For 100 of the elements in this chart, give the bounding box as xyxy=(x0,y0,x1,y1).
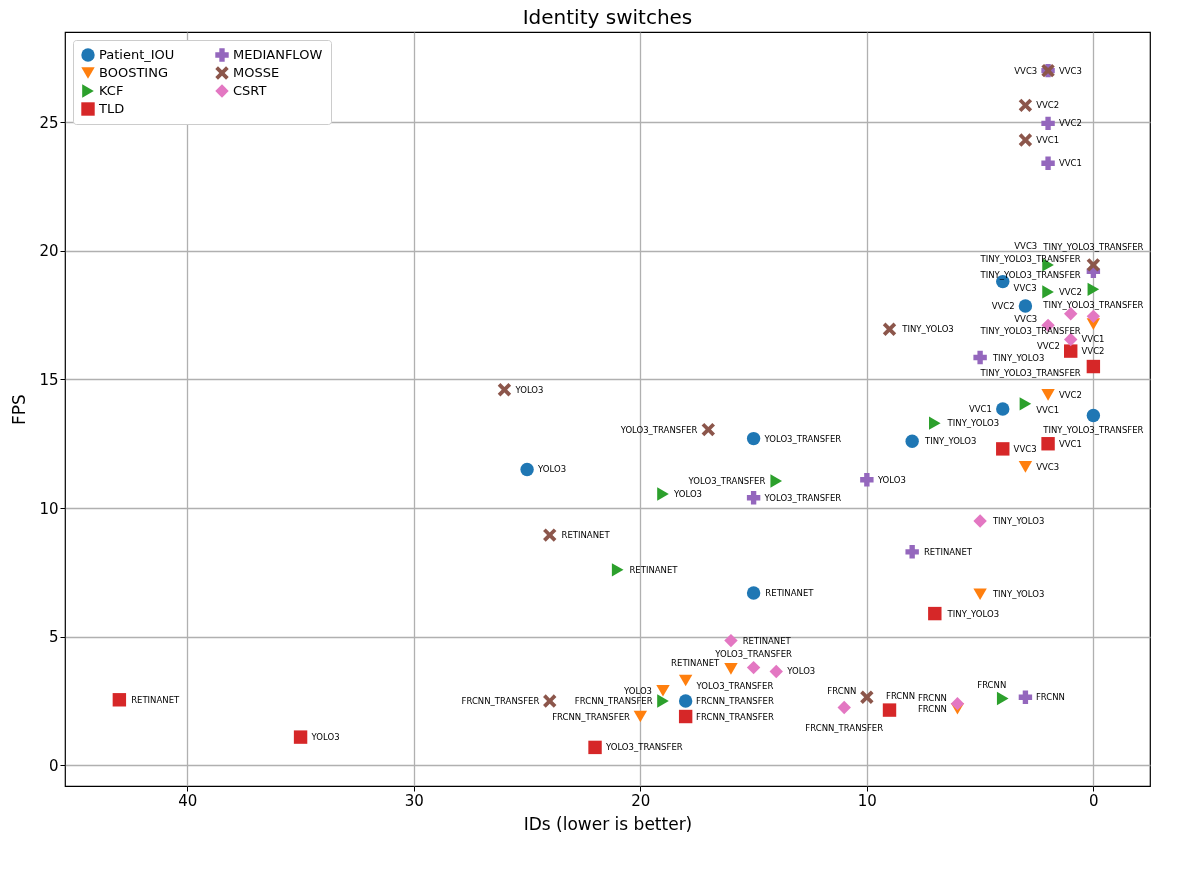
data-label: RETINANET xyxy=(629,564,679,575)
point xyxy=(724,633,738,648)
legend-label: KCF xyxy=(99,83,124,98)
data-label: VVC3 xyxy=(1014,65,1038,76)
point xyxy=(950,696,965,711)
point xyxy=(1019,397,1032,411)
point xyxy=(996,402,1010,416)
data-label: VVC1 xyxy=(1058,438,1082,449)
point xyxy=(678,709,693,724)
data-label: VVC3 xyxy=(1013,282,1037,293)
point xyxy=(1086,359,1101,374)
data-label: YOLO3 xyxy=(673,488,702,499)
point xyxy=(1042,285,1054,299)
data-label: TINY_YOLO3_TRANSFER xyxy=(1042,425,1144,436)
point xyxy=(588,740,602,755)
data-label: VVC3 xyxy=(1058,65,1082,76)
data-label: TINY_YOLO3_TRANSFER xyxy=(979,270,1081,281)
point xyxy=(746,660,761,675)
y-axis-title: FPS xyxy=(9,394,30,425)
point xyxy=(905,545,919,559)
point xyxy=(1041,389,1055,401)
data-label: VVC2 xyxy=(1058,286,1082,297)
x-tick-label: 20 xyxy=(631,791,651,810)
data-label: FRCNN xyxy=(1035,692,1065,703)
y-tick-label: 25 xyxy=(39,113,59,132)
point xyxy=(543,528,557,542)
data-label: YOLO3_TRANSFER xyxy=(763,433,842,444)
data-label: VVC2 xyxy=(991,301,1015,312)
data-label: YOLO3_TRANSFER xyxy=(695,681,774,692)
point xyxy=(770,474,783,488)
legend-label: Patient_IOU xyxy=(99,47,175,62)
point xyxy=(678,694,693,708)
x-tick-label: 0 xyxy=(1089,791,1099,810)
point xyxy=(996,691,1009,706)
data-label: VVC3 xyxy=(1014,314,1038,325)
data-label: FRCNN_TRANSFER xyxy=(574,696,653,707)
data-label: TINY_YOLO3 xyxy=(946,608,1000,619)
data-label: VVC2 xyxy=(1036,340,1060,351)
data-label: RETINANET xyxy=(742,635,792,646)
data-label: YOLO3 xyxy=(310,732,340,743)
data-label: RETINANET xyxy=(561,530,611,541)
point xyxy=(1018,299,1033,313)
data-label: VVC1 xyxy=(968,404,992,414)
point xyxy=(996,442,1010,456)
point xyxy=(769,664,783,679)
point xyxy=(882,322,897,336)
point xyxy=(701,422,716,437)
y-tick-label: 20 xyxy=(39,242,59,261)
point xyxy=(837,700,851,715)
data-label: TINY_YOLO3_TRANSFER xyxy=(979,253,1081,264)
y-tick-label: 15 xyxy=(39,370,59,389)
data-label: VVC1 xyxy=(1058,158,1082,169)
point xyxy=(724,663,738,675)
data-label: TINY_YOLO3 xyxy=(991,352,1045,363)
point xyxy=(905,434,919,448)
point xyxy=(1064,344,1078,358)
data-label: FRCNN_TRANSFER xyxy=(461,696,540,707)
point xyxy=(929,416,941,430)
data-label: TINY_YOLO3 xyxy=(991,515,1045,526)
data-label: FRCNN_TRANSFER xyxy=(552,711,631,722)
point xyxy=(1087,282,1100,297)
point xyxy=(746,491,761,505)
data-label: VVC3 xyxy=(1036,461,1060,472)
data-label: TINY_YOLO3 xyxy=(991,589,1045,600)
data-label: VVC1 xyxy=(1036,404,1060,415)
point xyxy=(973,514,987,528)
point xyxy=(656,684,670,697)
data-label: YOLO3 xyxy=(623,685,652,696)
point xyxy=(1018,690,1033,704)
point xyxy=(112,693,127,707)
point xyxy=(1086,309,1101,324)
data-label: FRCNN_TRANSFER xyxy=(805,722,884,733)
data-label: TINY_YOLO3 xyxy=(901,324,954,335)
point xyxy=(1018,133,1033,147)
point xyxy=(973,588,987,601)
data-label: TINY_YOLO3_TRANSFER xyxy=(979,367,1081,378)
x-tick-label: 30 xyxy=(404,791,424,810)
data-label: VVC3 xyxy=(1014,240,1038,251)
legend-label: MOSSE xyxy=(233,65,280,80)
point xyxy=(746,431,761,446)
data-label: YOLO3 xyxy=(514,384,544,395)
data-label: TINY_YOLO3_TRANSFER xyxy=(1042,300,1144,311)
point xyxy=(1041,116,1055,131)
point xyxy=(293,730,308,744)
chart-title: Identity switches xyxy=(522,5,693,29)
data-label: YOLO3 xyxy=(876,474,906,485)
data-label: YOLO3 xyxy=(537,464,567,475)
data-label: VVC2 xyxy=(1081,346,1105,357)
data-label: RETINANET xyxy=(923,546,973,557)
legend-label: MEDIANFLOW xyxy=(233,47,323,62)
point xyxy=(678,674,693,687)
data-label: VVC2 xyxy=(1058,118,1082,129)
data-label: FRCNN_TRANSFER xyxy=(696,696,774,707)
data-label: YOLO3_TRANSFER xyxy=(619,424,698,435)
point xyxy=(1041,437,1055,451)
point xyxy=(611,563,624,577)
data-label: VVC1 xyxy=(1081,333,1105,344)
data-label: VVC1 xyxy=(1036,135,1060,146)
data-label: VVC3 xyxy=(1013,443,1037,454)
point xyxy=(860,473,874,487)
